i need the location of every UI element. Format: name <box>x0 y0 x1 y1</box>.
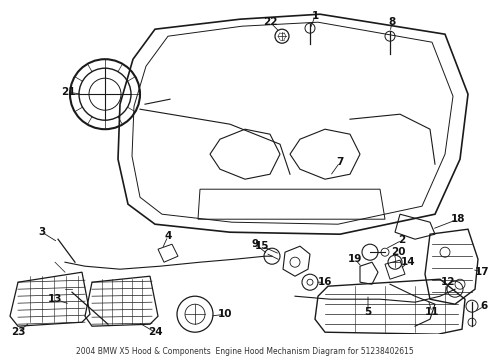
Text: 2: 2 <box>398 235 405 245</box>
Text: 3: 3 <box>38 227 45 237</box>
Text: 13: 13 <box>48 294 62 304</box>
Text: 16: 16 <box>317 277 331 287</box>
Text: 11: 11 <box>424 307 438 317</box>
Text: 10: 10 <box>217 309 232 319</box>
Text: 8: 8 <box>387 17 395 27</box>
Text: 5: 5 <box>364 307 371 317</box>
Text: 1: 1 <box>311 11 318 21</box>
Text: 22: 22 <box>262 17 277 27</box>
Text: 19: 19 <box>347 254 362 264</box>
Text: 20: 20 <box>390 247 405 257</box>
Text: 7: 7 <box>336 157 343 167</box>
Text: 24: 24 <box>147 327 162 337</box>
Text: 23: 23 <box>11 327 25 337</box>
Text: 12: 12 <box>440 277 454 287</box>
Text: 6: 6 <box>479 301 487 311</box>
Text: 15: 15 <box>254 241 269 251</box>
Text: 18: 18 <box>450 214 464 224</box>
Text: 14: 14 <box>400 257 414 267</box>
Text: 2004 BMW X5 Hood & Components  Engine Hood Mechanism Diagram for 51238402615: 2004 BMW X5 Hood & Components Engine Hoo… <box>76 347 412 356</box>
Text: 9: 9 <box>251 239 258 249</box>
Text: 17: 17 <box>474 267 488 277</box>
Text: 21: 21 <box>61 87 75 97</box>
Text: 4: 4 <box>164 231 171 241</box>
